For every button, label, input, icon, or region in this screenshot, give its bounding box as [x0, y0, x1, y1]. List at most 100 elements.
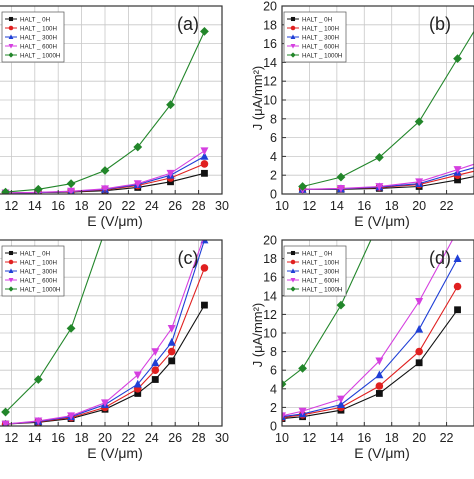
y-tick-label: 16	[263, 271, 277, 285]
x-tick-label: 16	[357, 199, 371, 213]
data-point	[67, 187, 76, 194]
panel-label: (b)	[429, 14, 451, 34]
data-point	[166, 169, 175, 178]
x-tick-label: 14	[330, 431, 344, 445]
data-point	[454, 176, 461, 184]
y-tick-label: 10	[263, 327, 277, 341]
data-point	[133, 180, 142, 189]
series-line	[302, 163, 474, 190]
x-tick-label: 28	[192, 431, 206, 445]
x-tick-label: 20	[412, 199, 426, 213]
y-tick-label: 8	[270, 112, 277, 126]
y-tick-label: 16	[263, 37, 277, 51]
data-point	[201, 169, 208, 177]
x-tick-label: 12	[302, 199, 316, 213]
legend-marker	[8, 259, 14, 265]
series-line	[282, 240, 454, 417]
data-point	[453, 254, 462, 262]
x-tick-label: 16	[51, 431, 65, 445]
data-point	[1, 420, 10, 426]
data-point	[415, 359, 423, 367]
data-point	[101, 185, 109, 194]
y-tick-label: 8	[270, 345, 277, 359]
data-point	[282, 379, 287, 389]
data-point	[1, 187, 10, 194]
data-point	[336, 172, 346, 182]
legend-label: HALT _ 100H	[302, 26, 339, 33]
panel-label: (a)	[177, 14, 199, 34]
y-tick-label: 20	[263, 234, 277, 248]
data-point	[375, 382, 384, 390]
x-axis-label: E (V/μm)	[87, 213, 143, 229]
panel-label: (d)	[429, 248, 451, 268]
data-point	[167, 347, 176, 356]
x-tick-label: 16	[357, 431, 371, 445]
x-axis-label: E (V/μm)	[354, 445, 410, 461]
x-tick-label: 24	[145, 199, 159, 213]
x-tick-label: 18	[385, 199, 399, 213]
data-point	[415, 347, 423, 356]
y-tick-label: 0	[270, 188, 277, 202]
x-tick-label: 22	[121, 199, 135, 213]
data-point	[454, 227, 462, 235]
legend-label: HALT _ 0H	[20, 251, 50, 258]
x-tick-label: 22	[121, 431, 135, 445]
series-line	[282, 309, 458, 420]
legend-marker	[290, 43, 296, 49]
legend: HALT _ 0H HALT _ 100H HALT _ 300H HALT _ 60…	[1, 11, 65, 63]
data-point	[167, 337, 176, 346]
legend-marker	[8, 268, 14, 274]
chart-panel-1: 12 14 16 18 20 22 24 26 28 30 E (V/μm) (a) HALT _ 0H…	[0, 5, 229, 229]
data-point	[453, 282, 462, 291]
legend-label: HALT _ 300H	[302, 35, 339, 42]
x-tick-label: 10	[275, 431, 289, 445]
x-tick-label: 12	[302, 431, 316, 445]
data-point	[336, 400, 345, 409]
legend-marker	[8, 34, 14, 40]
legend-marker	[8, 43, 14, 49]
data-point	[33, 375, 43, 384]
x-tick-label: 30	[215, 199, 229, 213]
legend-label: HALT _ 300H	[302, 269, 339, 276]
data-point	[200, 264, 209, 272]
y-tick-label: 2	[270, 169, 277, 183]
data-point	[415, 297, 424, 306]
legend-label: HALT _ 100H	[302, 260, 339, 267]
legend: HALT _ 0H HALT _ 100H HALT _ 300H HALT _ 60…	[283, 245, 347, 297]
data-point	[1, 407, 10, 417]
data-point	[298, 182, 307, 191]
y-tick-label: 6	[270, 131, 277, 145]
legend-marker	[290, 52, 296, 58]
data-point	[200, 160, 209, 168]
x-tick-label: 14	[330, 199, 344, 213]
data-point	[66, 179, 76, 189]
legend-label: HALT _ 0H	[20, 17, 50, 24]
y-tick-label: 18	[263, 252, 277, 266]
legend-label: HALT _ 600H	[20, 278, 57, 285]
data-point	[34, 417, 43, 426]
x-tick-label: 12	[4, 431, 18, 445]
x-axis-label: E (V/μm)	[87, 445, 143, 461]
legend-marker	[290, 277, 296, 283]
y-tick-label: 12	[263, 308, 277, 322]
data-point	[298, 363, 307, 373]
x-tick-label: 20	[412, 431, 426, 445]
legend-marker	[290, 268, 296, 274]
x-tick-label: 26	[168, 199, 182, 213]
data-point	[415, 324, 424, 333]
y-tick-label: 6	[270, 364, 277, 378]
x-tick-label: 30	[215, 431, 229, 445]
data-point	[151, 376, 159, 383]
plot-area	[282, 227, 462, 422]
data-point	[151, 366, 160, 375]
legend: HALT _ 0H HALT _ 100H HALT _ 300H HALT _ 60…	[283, 11, 347, 63]
chart-panel-3: 12 14 16 18 20 22 24 26 28 30 E (V/μm) (c) HALT _ 0H…	[0, 232, 229, 461]
data-point	[166, 100, 175, 110]
legend-marker	[290, 259, 296, 265]
series-line	[5, 240, 206, 425]
legend-label: HALT _ 100H	[20, 26, 57, 33]
data-point	[200, 232, 208, 240]
legend-label: HALT _ 300H	[20, 35, 57, 42]
data-point	[454, 306, 461, 314]
